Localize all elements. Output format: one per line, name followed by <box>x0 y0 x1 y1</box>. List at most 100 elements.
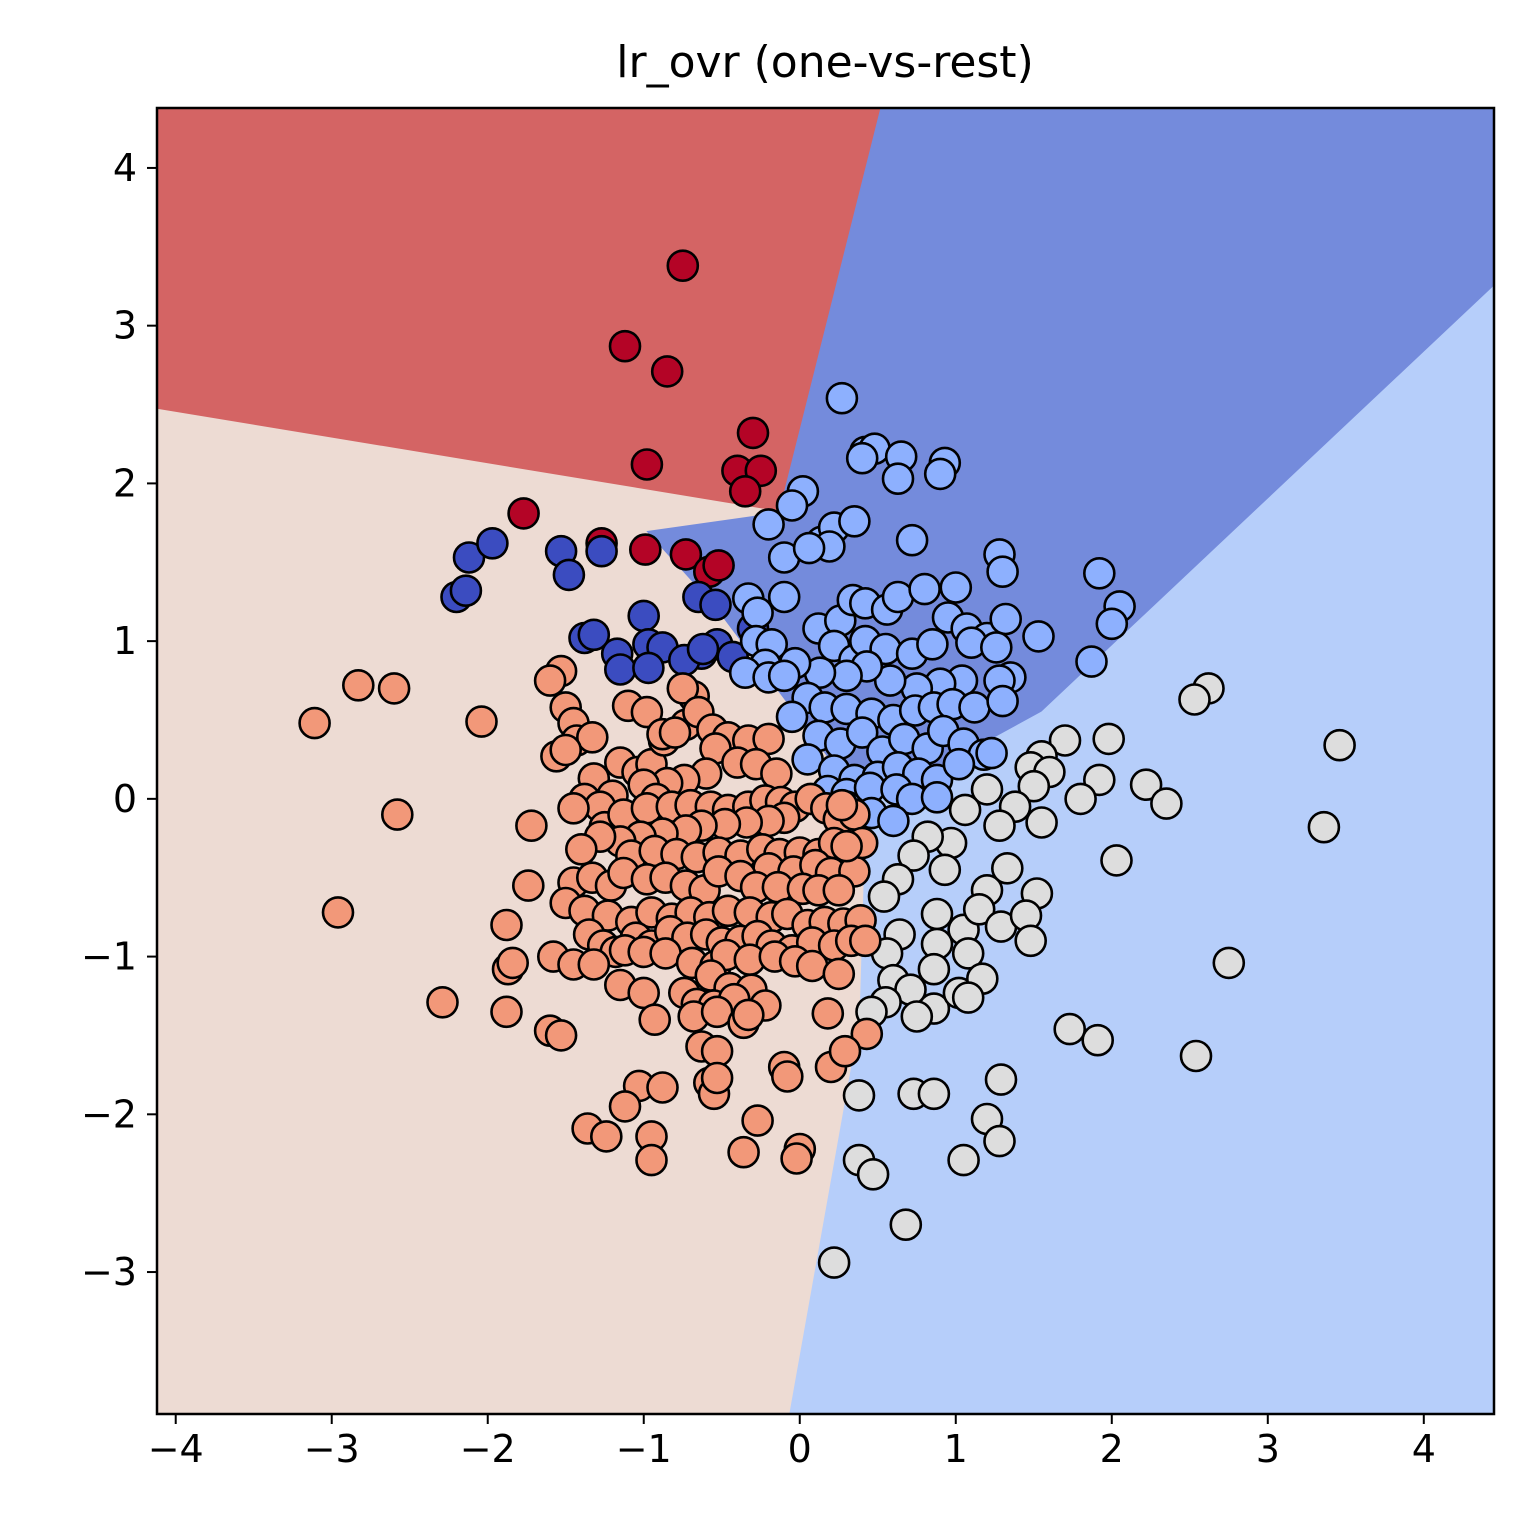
x-tick-label: −1 <box>616 1427 672 1471</box>
data-point <box>1022 620 1055 653</box>
data-point <box>638 1003 672 1037</box>
data-point <box>658 716 692 749</box>
data-point <box>825 381 859 415</box>
data-point <box>889 1208 923 1241</box>
data-point <box>727 1135 760 1169</box>
data-point <box>666 672 700 705</box>
data-point <box>585 534 618 568</box>
data-point <box>666 249 700 283</box>
data-point <box>986 555 1019 589</box>
data-point <box>1129 768 1163 802</box>
data-point <box>549 733 583 767</box>
data-point <box>845 441 879 475</box>
data-point <box>632 651 665 685</box>
data-point <box>920 897 954 931</box>
data-point <box>1100 844 1133 877</box>
data-point <box>752 508 785 541</box>
data-point <box>298 706 331 740</box>
data-point <box>939 571 973 604</box>
data-point <box>984 1063 1018 1096</box>
x-tick-label: −2 <box>460 1427 516 1471</box>
data-point <box>845 716 879 749</box>
data-point <box>822 957 856 991</box>
data-point <box>646 1071 679 1104</box>
data-point <box>728 474 762 508</box>
data-point <box>1179 1039 1213 1073</box>
data-point <box>650 355 684 388</box>
data-point <box>828 1034 862 1068</box>
data-point <box>700 1061 734 1095</box>
data-point <box>496 946 530 980</box>
data-point <box>699 588 732 622</box>
data-point <box>897 839 930 872</box>
x-tick-label: 2 <box>1100 1427 1124 1471</box>
data-point <box>775 700 809 734</box>
data-point <box>817 1246 851 1279</box>
data-point <box>928 853 962 887</box>
data-point <box>951 981 985 1014</box>
data-points <box>298 249 1356 1279</box>
data-point <box>1017 769 1051 803</box>
data-point <box>822 873 856 907</box>
chart-title: lr_ovr (one-vs-rest) <box>616 37 1033 88</box>
data-point <box>877 804 910 838</box>
data-point <box>603 653 637 686</box>
data-point <box>1083 556 1116 590</box>
data-point <box>380 798 414 831</box>
data-point <box>533 664 567 697</box>
y-tick-label: 3 <box>113 304 137 348</box>
data-point <box>1081 1023 1114 1057</box>
data-point <box>767 580 801 614</box>
data-point <box>741 596 774 630</box>
data-point <box>942 747 976 781</box>
data-point <box>449 574 483 608</box>
data-point <box>321 896 355 929</box>
y-tick-label: 1 <box>113 619 137 663</box>
data-point <box>669 538 703 571</box>
data-point <box>490 995 523 1029</box>
data-point <box>741 1104 774 1137</box>
data-point <box>979 631 1013 664</box>
data-point <box>838 504 871 538</box>
data-point <box>830 659 863 693</box>
data-point <box>635 1143 668 1177</box>
data-point <box>775 489 809 522</box>
data-point <box>1150 787 1183 820</box>
data-point <box>1075 645 1108 678</box>
x-tick-label: 3 <box>1256 1427 1280 1471</box>
data-point <box>983 1124 1016 1158</box>
data-point <box>908 572 941 606</box>
data-point <box>1048 724 1082 757</box>
data-point <box>989 602 1023 636</box>
data-point <box>1053 1012 1086 1046</box>
data-point <box>426 985 459 1019</box>
data-point <box>842 1079 876 1112</box>
data-point <box>564 832 598 866</box>
data-point <box>848 924 882 958</box>
data-point <box>1307 810 1341 844</box>
data-point <box>983 809 1016 843</box>
data-point <box>627 976 661 1010</box>
data-point <box>1092 722 1125 756</box>
data-point <box>916 627 949 661</box>
data-point <box>452 541 486 574</box>
data-point <box>507 497 540 530</box>
data-point <box>920 780 954 814</box>
data-point <box>867 880 901 913</box>
data-point <box>970 773 1004 806</box>
y-axis: −3 −2 −1 0 1 2 3 4 <box>81 146 157 1294</box>
y-tick-label: 0 <box>113 777 137 821</box>
data-point <box>850 1017 884 1051</box>
x-tick-label: 4 <box>1412 1427 1436 1471</box>
data-point <box>702 549 735 582</box>
data-point <box>881 462 915 496</box>
data-point <box>795 949 829 983</box>
data-point <box>608 329 642 363</box>
x-tick-label: 1 <box>944 1427 968 1471</box>
data-point <box>557 791 590 825</box>
data-point <box>780 1142 813 1175</box>
data-point <box>917 1077 951 1111</box>
data-point <box>577 618 611 652</box>
data-point <box>760 757 793 790</box>
